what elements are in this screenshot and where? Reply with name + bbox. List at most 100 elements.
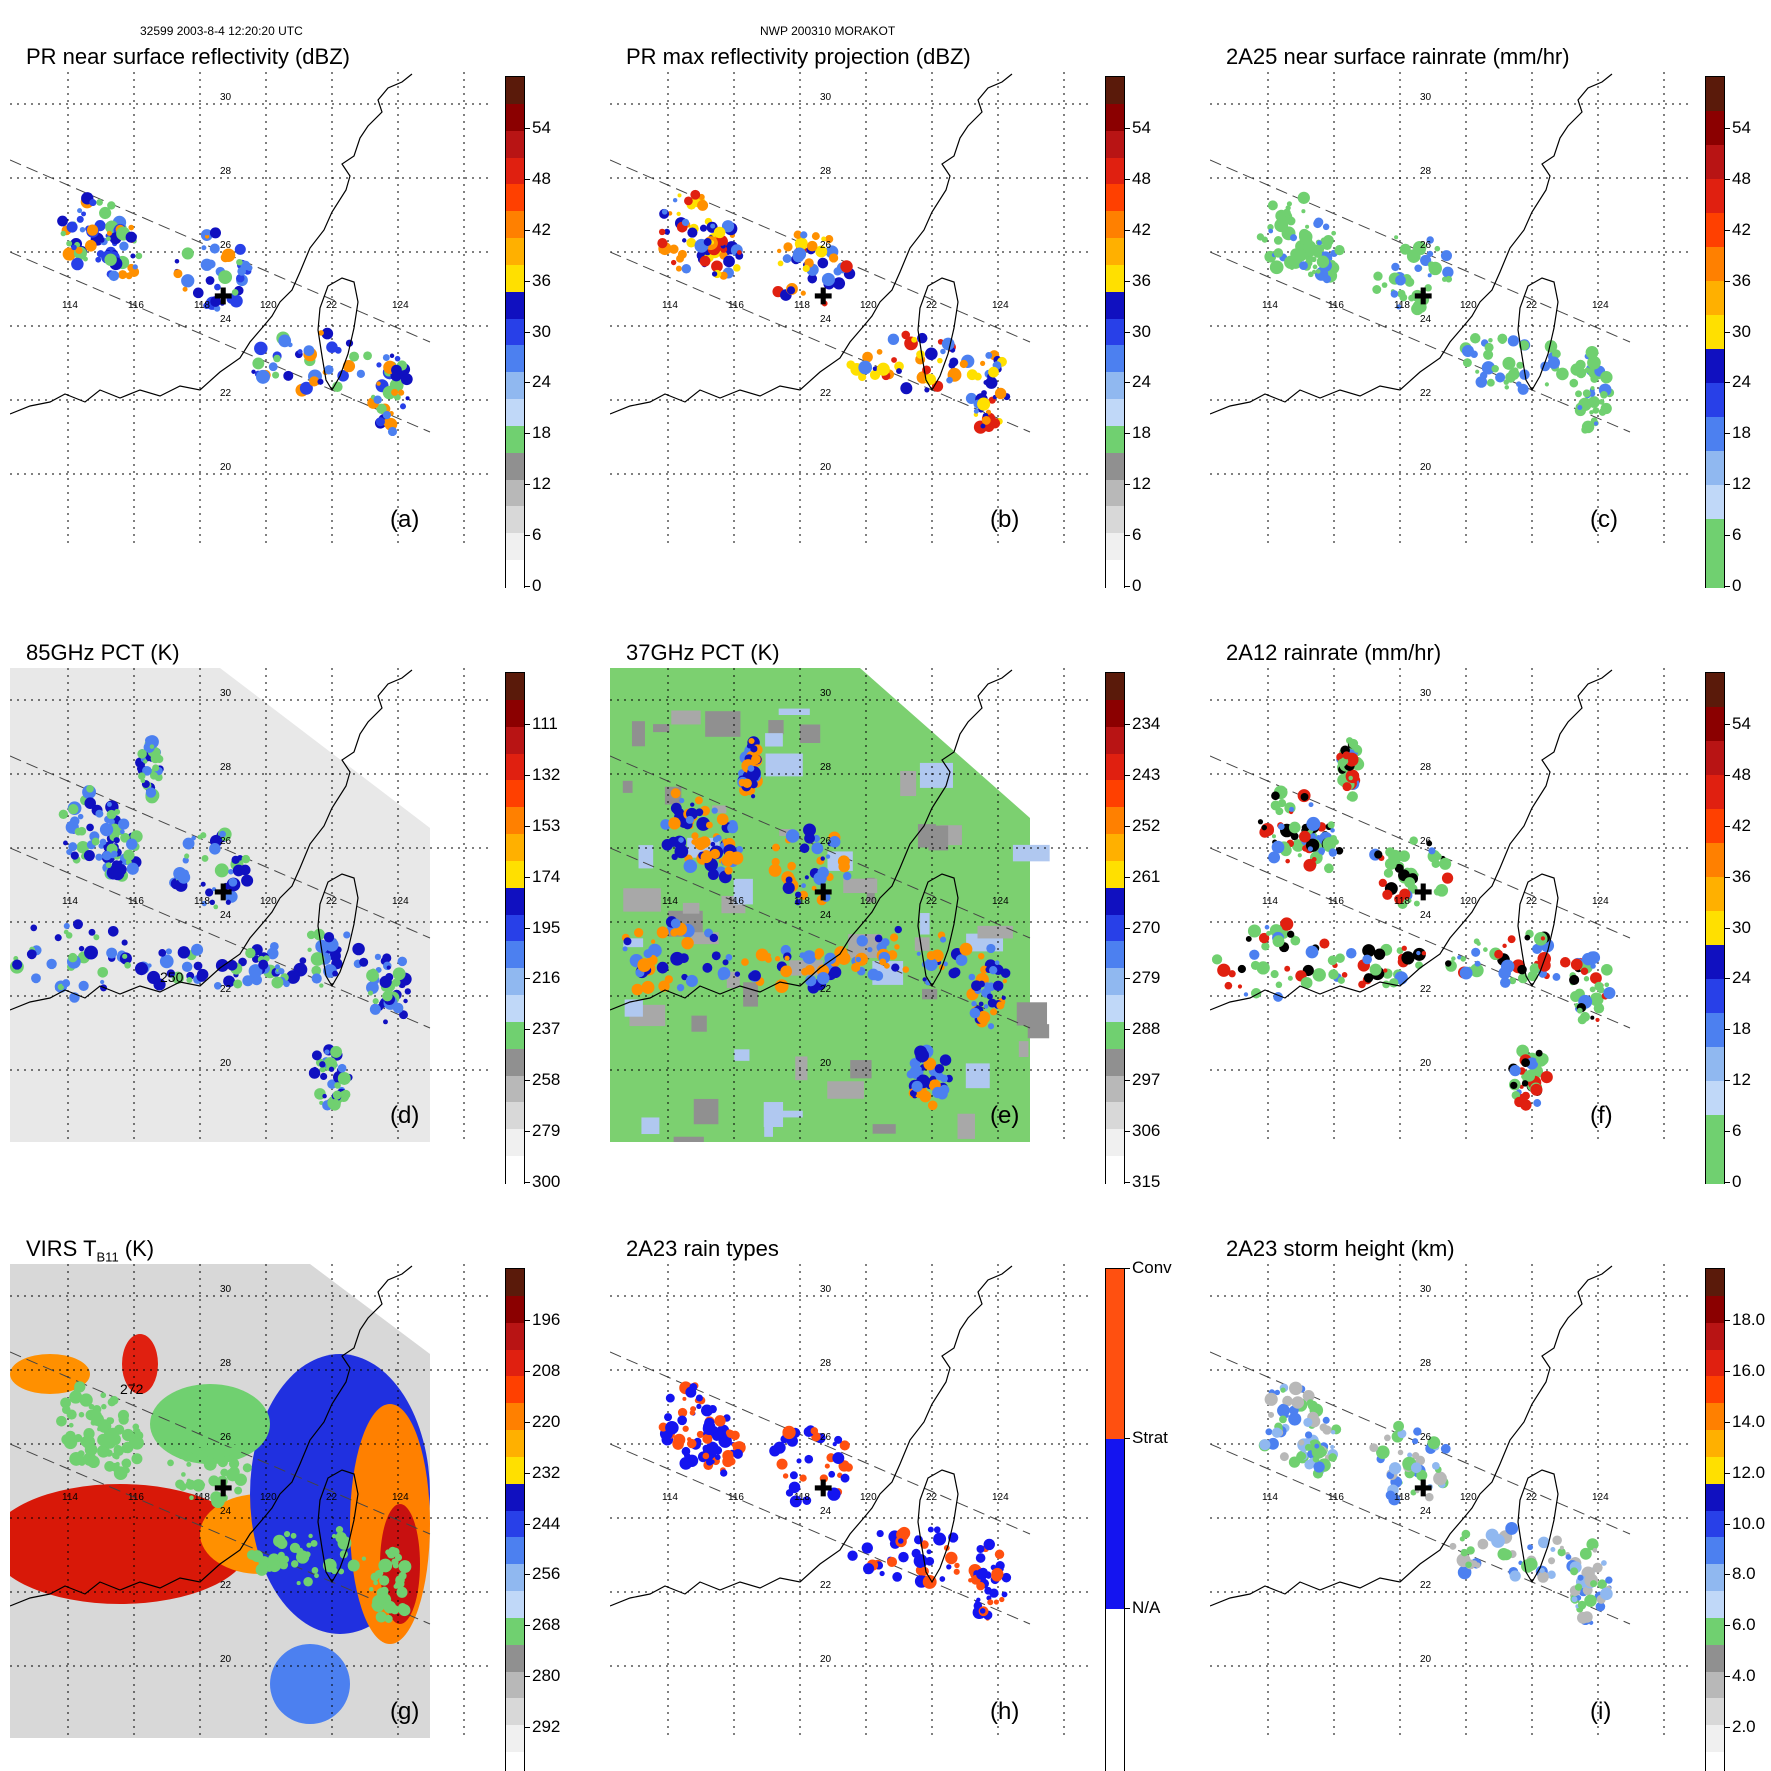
lat-label: 28 bbox=[1420, 166, 1432, 177]
colorbar-segment bbox=[506, 1644, 524, 1673]
lat-label: 22 bbox=[820, 984, 832, 995]
colorbar-tick-mark bbox=[1725, 1370, 1730, 1372]
lon-label: 22 bbox=[1526, 1492, 1538, 1503]
storm-center-icon: ✚ bbox=[814, 880, 832, 905]
colorbar-segment bbox=[1106, 345, 1124, 374]
colorbar-segment bbox=[1706, 247, 1724, 282]
colorbar-tick-label: 42 bbox=[532, 219, 551, 239]
colorbar-segment bbox=[1106, 560, 1124, 588]
lon-label: 124 bbox=[1592, 896, 1609, 907]
map-area: ✚ 30 28 26 24 22 20 114 116 118 120 22 124 bbox=[1210, 72, 1692, 546]
colorbar-tick-label: 48 bbox=[1132, 168, 1151, 188]
map-svg: ✚ 30 28 26 24 22 20 114 116 118 120 22 124 250 bbox=[10, 668, 492, 1142]
colorbar-segment bbox=[1706, 707, 1724, 742]
colorbar-tick-label: 24 bbox=[1732, 968, 1751, 988]
lat-label: 28 bbox=[1420, 762, 1432, 773]
colorbar-segment bbox=[1706, 979, 1724, 1014]
lon-label: 116 bbox=[1328, 1492, 1344, 1503]
map-svg: ✚ 30 28 26 24 22 20 114 116 118 120 22 124 bbox=[610, 1264, 1092, 1738]
lat-label: 26 bbox=[820, 240, 832, 251]
colorbar-segment bbox=[506, 184, 524, 213]
lon-label: 124 bbox=[1592, 300, 1609, 311]
colorbar-tick-label: 304 bbox=[532, 1768, 560, 1771]
colorbar-tick-label: 220 bbox=[532, 1411, 561, 1431]
lat-label: 22 bbox=[220, 984, 232, 995]
coastline bbox=[1210, 73, 1613, 415]
colorbar-segment bbox=[1706, 673, 1724, 708]
colorbar-segment bbox=[506, 1510, 524, 1539]
lat-label: 30 bbox=[1420, 688, 1432, 699]
panel-c: ✚ 30 28 26 24 22 20 114 116 118 120 22 124 2A25 near … bbox=[1200, 36, 1751, 595]
taiwan-outline bbox=[1517, 873, 1559, 988]
lat-label: 20 bbox=[1420, 462, 1432, 473]
colorbar-segment bbox=[1106, 834, 1124, 862]
lon-label: 22 bbox=[926, 1492, 938, 1503]
colorbar-segment bbox=[1706, 1013, 1724, 1048]
colorbar-segment bbox=[1106, 1439, 1124, 1610]
colorbar-segment bbox=[506, 238, 524, 266]
lon-label: 118 bbox=[194, 1492, 210, 1503]
colorbar-tick-label: 306 bbox=[1132, 1121, 1161, 1141]
colorbar-tick-label: 12.0 bbox=[1732, 1462, 1766, 1482]
colorbar-segment bbox=[506, 1564, 524, 1593]
colorbar-tick-label: 24 bbox=[1132, 372, 1151, 392]
panel-title: 37GHz PCT (K) bbox=[626, 640, 780, 665]
lon-label: 116 bbox=[1328, 896, 1344, 907]
lat-label: 28 bbox=[220, 762, 232, 773]
lon-label: 124 bbox=[1592, 1492, 1609, 1503]
lat-label: 30 bbox=[1420, 92, 1432, 103]
colorbar-tick-label: 234 bbox=[1132, 714, 1161, 733]
colorbar-tick-mark bbox=[1725, 1131, 1730, 1133]
colorbar-tick-label: 42 bbox=[1132, 219, 1151, 239]
colorbar-segment bbox=[1706, 383, 1724, 418]
panel-title-unit: (K) bbox=[118, 1236, 155, 1261]
lat-label: 30 bbox=[220, 1284, 232, 1295]
lon-label: 22 bbox=[1526, 896, 1538, 907]
coastline bbox=[1210, 669, 1613, 1011]
colorbar-segment bbox=[1706, 843, 1724, 878]
colorbar-tick-label: 6.0 bbox=[1732, 1615, 1756, 1635]
colorbar-segment bbox=[1706, 809, 1724, 844]
colorbar-tick-mark bbox=[525, 1080, 530, 1082]
colorbar-segment bbox=[1706, 1430, 1724, 1458]
lon-label: 22 bbox=[926, 300, 938, 311]
lat-label: 22 bbox=[1420, 984, 1432, 995]
colorbar-tick-mark bbox=[1725, 178, 1730, 180]
colorbar-segment bbox=[1106, 753, 1124, 782]
lat-label: 24 bbox=[220, 314, 232, 325]
colorbar-tick-label: 208 bbox=[532, 1360, 561, 1380]
panel-letter: (c) bbox=[1590, 506, 1618, 533]
colorbar-segment bbox=[1706, 1725, 1724, 1754]
lat-label: 26 bbox=[220, 836, 232, 847]
colorbar-segment bbox=[1106, 1021, 1124, 1050]
lon-label: 114 bbox=[1262, 300, 1278, 311]
panel-a: ✚ 30 28 26 24 22 20 114 116 118 120 22 124 PR near su… bbox=[0, 36, 551, 595]
colorbar-tick-label: 0 bbox=[1732, 1172, 1742, 1191]
lon-label: 22 bbox=[1526, 300, 1538, 311]
colorbar-tick-label: 6 bbox=[1732, 1121, 1742, 1141]
colorbar-tick-mark bbox=[1125, 128, 1130, 129]
colorbar-segment bbox=[1106, 968, 1124, 997]
map-svg: ✚ 30 28 26 24 22 20 114 116 118 120 22 124 bbox=[1210, 1264, 1692, 1738]
lat-label: 24 bbox=[220, 910, 232, 921]
colorbar-tick-label: 111 bbox=[532, 714, 558, 733]
colorbar-tick-label: 30 bbox=[1132, 321, 1151, 341]
colorbar-tick-mark bbox=[1725, 586, 1730, 587]
colorbar-segment bbox=[1106, 1156, 1124, 1184]
lon-label: 120 bbox=[260, 896, 277, 907]
colorbar bbox=[505, 1268, 525, 1771]
colorbar-tick-label: 195 bbox=[532, 917, 561, 937]
colorbar-segment bbox=[506, 1456, 524, 1485]
colorbar-segment bbox=[506, 1269, 524, 1297]
colorbar-segment bbox=[1706, 281, 1724, 316]
map-area: ✚ 30 28 26 24 22 20 114 116 118 120 22 124 bbox=[610, 668, 1092, 1142]
colorbar-tick-mark bbox=[525, 1727, 530, 1729]
colorbar-segment bbox=[1706, 775, 1724, 810]
lat-label: 20 bbox=[220, 1654, 232, 1665]
colorbar-tick-label: 42 bbox=[1732, 219, 1751, 239]
lat-label: 20 bbox=[220, 1058, 232, 1069]
map-svg: ✚ 30 28 26 24 22 20 114 116 118 120 22 124 bbox=[1210, 668, 1692, 1142]
colorbar-tick-mark bbox=[1725, 1574, 1730, 1576]
colorbar-segment bbox=[1106, 399, 1124, 427]
lat-label: 26 bbox=[820, 1432, 832, 1443]
